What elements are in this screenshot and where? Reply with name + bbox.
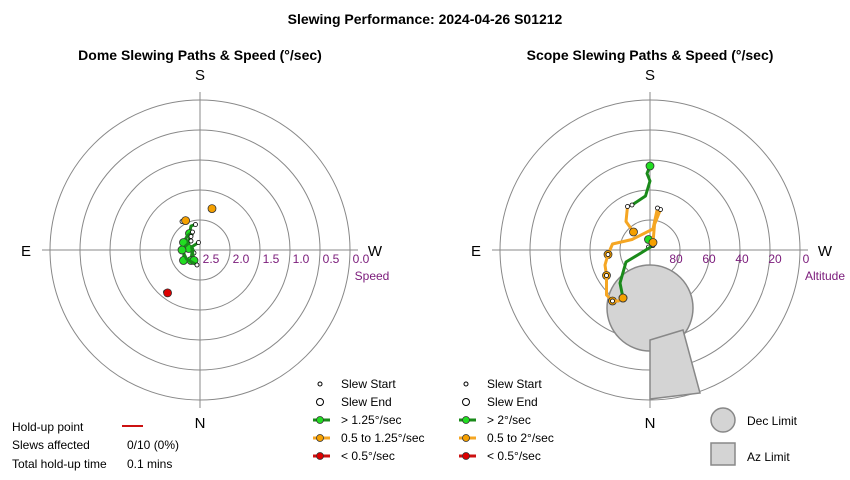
legend-label: Slew Start <box>487 377 542 391</box>
holdup-slews-value: 0/10 (0%) <box>127 438 179 452</box>
dome-tick-label: 0.5 <box>323 252 340 266</box>
scope-slew-path <box>606 206 659 256</box>
scope-paths <box>602 161 663 306</box>
scope-slew-start-point <box>605 252 611 257</box>
scope-slew-start-point <box>625 204 630 209</box>
holdup-point-label: Hold-up point <box>12 420 84 434</box>
scope-tick-label: 80 <box>669 252 683 266</box>
scope-legend: Slew Start Slew End > 2°/sec 0.5 to 2°/s… <box>459 377 554 463</box>
legend-slew-end-marker <box>316 398 324 406</box>
scope-slew-start-point <box>604 273 609 278</box>
dome-dir-e: E <box>21 243 31 260</box>
legend-label: Slew Start <box>341 377 396 391</box>
limit-legend: Dec Limit Az Limit <box>710 407 798 466</box>
scope-dir-s: S <box>645 67 655 84</box>
dome-polar-chart: Dome Slewing Paths & Speed (°/sec) S N E… <box>21 47 389 432</box>
legend-label: Slew End <box>341 395 392 409</box>
dec-limit-label: Dec Limit <box>747 414 798 428</box>
scope-grid <box>492 92 808 408</box>
legend-label: > 1.25°/sec <box>341 413 402 427</box>
legend-slew-end-marker <box>462 398 470 406</box>
dome-tick-label: 1.0 <box>293 252 310 266</box>
legend-label: < 0.5°/sec <box>341 449 395 463</box>
holdup-slews-label: Slews affected <box>12 438 90 452</box>
dome-tick-label: 2.5 <box>203 252 220 266</box>
chart-title: Slewing Performance: 2024-04-26 S01212 <box>288 11 563 27</box>
holdup-info: Hold-up point Slews affected 0/10 (0%) T… <box>12 420 179 471</box>
legend-label: 0.5 to 1.25°/sec <box>341 431 425 445</box>
legend-slow-marker <box>462 452 470 460</box>
scope-dir-n: N <box>645 415 656 432</box>
dome-slew-start-point <box>188 238 194 244</box>
legend-medium-marker <box>462 434 470 442</box>
scope-dir-e: E <box>471 243 481 260</box>
dome-slew-start-point <box>196 240 201 245</box>
scope-polar-chart: Scope Slewing Paths & Speed (°/sec) S N … <box>471 47 845 432</box>
scope-slew-path <box>618 244 655 300</box>
dome-slew-end-point <box>177 245 187 255</box>
legend-label: 0.5 to 2°/sec <box>487 431 554 445</box>
dome-slew-start-point <box>188 234 194 239</box>
holdup-time-label: Total hold-up time <box>12 457 107 471</box>
dome-dir-s: S <box>195 67 205 84</box>
legend-label: > 2°/sec <box>487 413 531 427</box>
scope-radial-label: Altitude <box>805 269 845 283</box>
legend-slew-start-marker <box>317 381 323 387</box>
dome-slew-path <box>190 241 200 262</box>
dome-slew-start-point <box>193 222 198 227</box>
scope-slew-end-point <box>629 227 638 237</box>
dome-legend: Slew Start Slew End > 1.25°/sec 0.5 to 1… <box>313 377 425 463</box>
scope-dir-w: W <box>818 243 833 260</box>
dome-dir-n: N <box>195 415 206 432</box>
scope-slew-end-point <box>618 293 628 303</box>
scope-slew-end-point <box>648 238 658 247</box>
scope-slew-end-point <box>645 161 655 171</box>
legend-slow-marker <box>316 452 324 460</box>
dome-tick-label: 0.0 <box>353 252 370 266</box>
scope-radial-ticks: 80 60 40 20 0 <box>669 252 809 266</box>
dome-tick-label: 1.5 <box>263 252 280 266</box>
scope-tick-label: 40 <box>735 252 749 266</box>
scope-tick-label: 20 <box>768 252 782 266</box>
legend-slew-start-marker <box>463 381 469 387</box>
dome-grid <box>42 92 358 408</box>
dome-slew-end-point <box>207 204 217 214</box>
dome-slew-end-point <box>181 216 191 226</box>
legend-label: Slew End <box>487 395 538 409</box>
dome-paths <box>163 204 217 298</box>
legend-fast-marker <box>316 416 324 424</box>
scope-tick-label: 0 <box>803 252 810 266</box>
dome-chart-title: Dome Slewing Paths & Speed (°/sec) <box>78 47 322 63</box>
scope-tick-label: 60 <box>702 252 716 266</box>
legend-label: < 0.5°/sec <box>487 449 541 463</box>
scope-chart-title: Scope Slewing Paths & Speed (°/sec) <box>527 47 774 63</box>
scope-slew-path <box>630 164 652 207</box>
az-limit-label: Az Limit <box>747 450 790 464</box>
scope-slew-start-point <box>610 298 615 304</box>
dome-tick-label: 2.0 <box>233 252 250 266</box>
az-limit-zone <box>649 329 701 400</box>
dome-slew-start-point <box>194 262 200 268</box>
dome-radial-label: Speed <box>355 269 390 283</box>
dome-radial-ticks: 2.5 2.0 1.5 1.0 0.5 0.0 <box>203 252 370 266</box>
az-limit-icon <box>710 442 736 466</box>
scope-slew-start-point <box>629 202 635 208</box>
dome-slew-start-point <box>190 229 195 235</box>
holdup-time-value: 0.1 mins <box>127 457 172 471</box>
legend-medium-marker <box>316 434 324 442</box>
dec-limit-icon <box>710 407 736 433</box>
legend-fast-marker <box>462 416 470 424</box>
dome-dir-w: W <box>368 243 383 260</box>
dome-slew-end-point <box>163 288 173 298</box>
scope-slew-start-point <box>655 205 660 211</box>
scope-limit-zones <box>606 264 701 400</box>
